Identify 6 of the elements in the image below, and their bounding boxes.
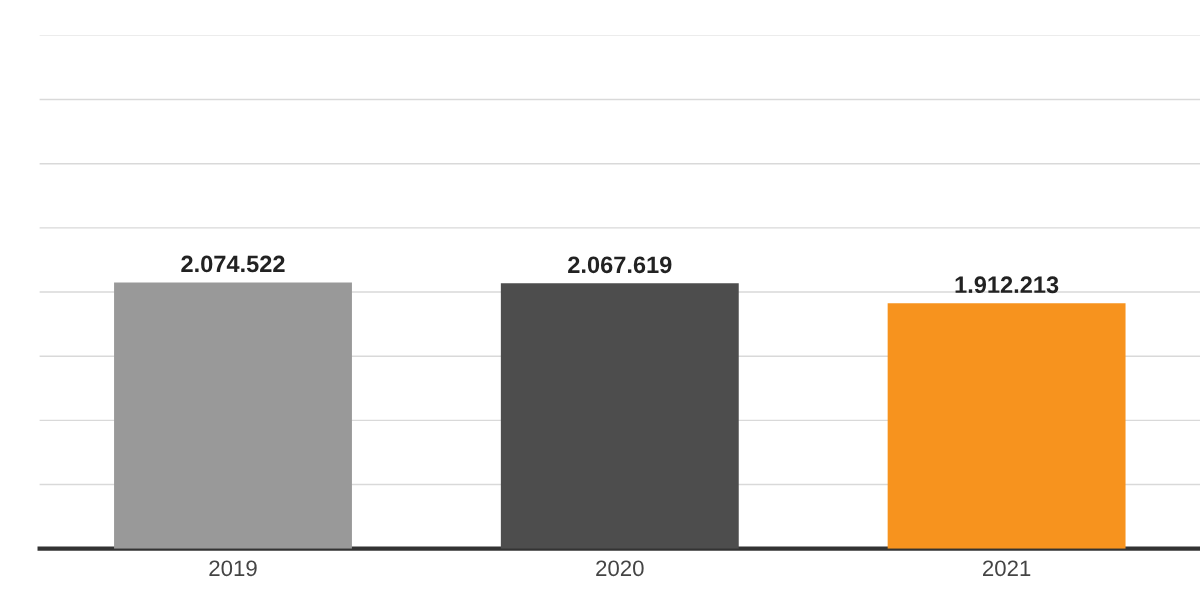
data-label: 1.912.213 — [955, 276, 1059, 294]
data-label: 2.074.522 — [181, 255, 285, 273]
x-tick-label: 2019 — [209, 560, 257, 577]
data-label: 2.067.619 — [568, 256, 672, 274]
x-tick-label: 2021 — [983, 560, 1031, 577]
x-tick-label: 2020 — [596, 560, 644, 577]
